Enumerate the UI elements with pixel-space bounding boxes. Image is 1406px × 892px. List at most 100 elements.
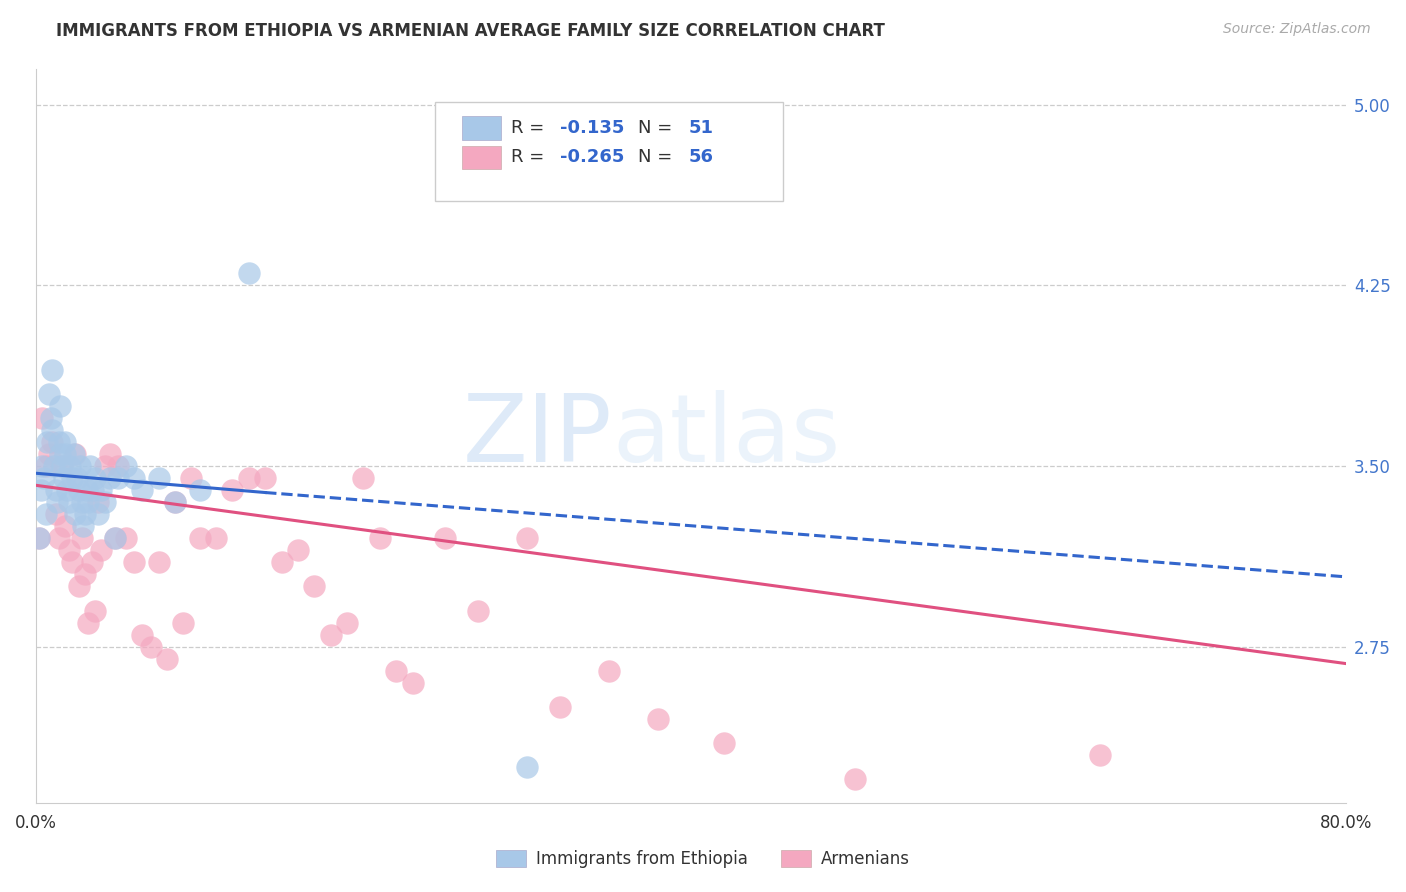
Point — [319, 627, 342, 641]
Point — [188, 483, 211, 497]
Point — [122, 555, 145, 569]
Point — [69, 458, 91, 473]
Point — [87, 495, 110, 509]
Text: atlas: atlas — [612, 390, 841, 482]
Point — [304, 579, 326, 593]
Point — [77, 495, 100, 509]
Point — [58, 495, 80, 509]
Point — [31, 410, 53, 425]
Point — [115, 531, 138, 545]
Point — [67, 483, 90, 497]
Point — [41, 423, 63, 437]
Point — [336, 615, 359, 630]
Point — [51, 458, 73, 473]
Point — [188, 531, 211, 545]
Point — [83, 471, 105, 485]
Text: Source: ZipAtlas.com: Source: ZipAtlas.com — [1223, 22, 1371, 37]
Point — [42, 458, 65, 473]
Point — [156, 652, 179, 666]
Point — [79, 458, 101, 473]
Text: -0.135: -0.135 — [560, 119, 624, 137]
Text: IMMIGRANTS FROM ETHIOPIA VS ARMENIAN AVERAGE FAMILY SIZE CORRELATION CHART: IMMIGRANTS FROM ETHIOPIA VS ARMENIAN AVE… — [56, 22, 886, 40]
Point — [48, 434, 70, 449]
Point — [139, 640, 162, 654]
Point — [28, 531, 51, 545]
Point — [165, 495, 187, 509]
Point — [73, 507, 96, 521]
Point — [45, 507, 67, 521]
Point — [270, 555, 292, 569]
Point — [66, 471, 89, 485]
Point — [59, 458, 82, 473]
Point — [107, 458, 129, 473]
Point — [165, 495, 187, 509]
Point — [713, 736, 735, 750]
Point — [598, 664, 620, 678]
Point — [28, 531, 51, 545]
Point — [368, 531, 391, 545]
Point — [90, 483, 112, 497]
Point — [30, 483, 52, 497]
Point — [467, 603, 489, 617]
Point — [401, 676, 423, 690]
Point — [385, 664, 408, 678]
Text: -0.265: -0.265 — [560, 148, 624, 167]
Point — [148, 555, 170, 569]
Text: R =: R = — [512, 119, 550, 137]
Point — [131, 627, 153, 641]
Bar — [461, 145, 501, 169]
Point — [516, 760, 538, 774]
Point — [41, 434, 63, 449]
Point — [844, 772, 866, 787]
Point — [37, 434, 59, 449]
Text: ZIP: ZIP — [463, 390, 612, 482]
Point — [38, 386, 60, 401]
Point — [148, 471, 170, 485]
Point — [254, 471, 277, 485]
Point — [58, 543, 80, 558]
Point — [103, 531, 125, 545]
Point — [41, 362, 63, 376]
Point — [65, 507, 87, 521]
Point — [77, 615, 100, 630]
Legend: Immigrants from Ethiopia, Armenians: Immigrants from Ethiopia, Armenians — [489, 843, 917, 875]
Point — [35, 458, 58, 473]
FancyBboxPatch shape — [436, 102, 783, 201]
Point — [49, 447, 72, 461]
Point — [72, 519, 94, 533]
Point — [205, 531, 228, 545]
Text: 51: 51 — [689, 119, 713, 137]
Point — [287, 543, 309, 558]
Point — [80, 555, 103, 569]
Point — [1088, 748, 1111, 763]
Point — [107, 471, 129, 485]
Point — [31, 458, 53, 473]
Point — [51, 458, 73, 473]
Point — [647, 712, 669, 726]
Point — [62, 447, 84, 461]
Point — [49, 399, 72, 413]
Point — [115, 458, 138, 473]
Point — [65, 447, 87, 461]
Point — [45, 483, 67, 497]
Point — [221, 483, 243, 497]
Point — [55, 519, 77, 533]
Point — [87, 507, 110, 521]
Point — [35, 507, 58, 521]
Point — [238, 266, 260, 280]
Point — [434, 531, 457, 545]
Point — [131, 483, 153, 497]
Point — [60, 471, 83, 485]
Point — [70, 531, 93, 545]
Text: R =: R = — [512, 148, 550, 167]
Text: N =: N = — [638, 148, 679, 167]
Point — [38, 447, 60, 461]
Bar — [461, 116, 501, 140]
Point — [90, 543, 112, 558]
Point — [83, 603, 105, 617]
Point — [98, 471, 121, 485]
Point — [172, 615, 194, 630]
Point — [122, 471, 145, 485]
Point — [93, 495, 115, 509]
Text: N =: N = — [638, 119, 679, 137]
